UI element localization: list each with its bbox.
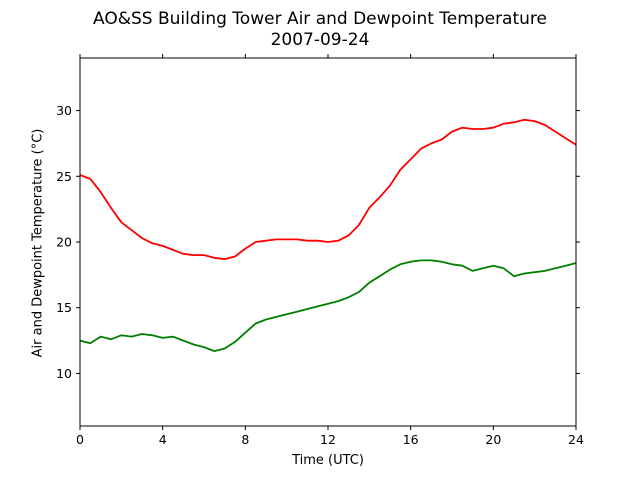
y-tick-label: 25 [56,169,72,184]
x-tick-label: 12 [320,432,336,447]
y-tick-label: 30 [56,103,72,118]
y-axis-label: Air and Dewpoint Temperature (°C) [30,128,46,358]
x-tick-label: 16 [403,432,419,447]
series-lines [79,118,577,352]
series-line-2 [79,259,577,352]
y-tick-label: 15 [56,300,72,315]
chart-subtitle: 2007-09-24 [270,30,370,50]
y-tick-label: 10 [56,366,72,381]
chart-title: AO&SS Building Tower Air and Dewpoint Te… [92,9,547,29]
x-axis-label: Time (UTC) [292,453,364,468]
x-tick-label: 4 [159,432,167,447]
x-tick-label: 8 [241,432,249,447]
y-axis-ticks: 10 15 20 25 30 [56,103,580,381]
x-tick-label: 0 [76,432,84,447]
y-tick-label: 20 [56,235,72,250]
x-axis-ticks: 0 4 8 12 16 20 24 [76,54,584,447]
x-tick-label: 24 [568,432,584,447]
series-line-1 [79,118,577,260]
x-tick-label: 20 [485,432,501,447]
